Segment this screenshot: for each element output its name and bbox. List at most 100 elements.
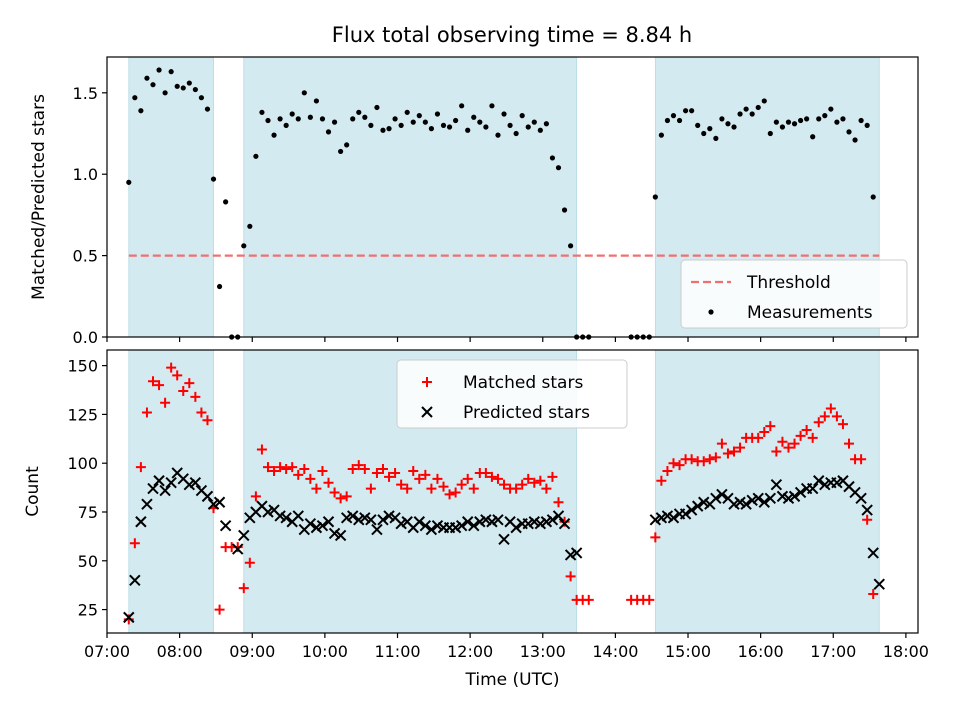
matched-stars-point — [783, 442, 794, 453]
measurement-point — [477, 119, 483, 125]
measurement-point — [537, 127, 543, 133]
predicted-stars-point — [201, 490, 214, 503]
matched-stars-point — [517, 479, 528, 490]
matched-stars-point — [359, 464, 370, 475]
matched-stars-point — [129, 538, 140, 549]
measurement-point — [216, 283, 223, 290]
measurement-point — [810, 134, 816, 140]
matched-stars-point — [668, 458, 679, 469]
matched-stars-point — [154, 380, 165, 391]
predicted-stars-point — [710, 492, 722, 505]
measurement-point — [156, 67, 162, 73]
legend-label: Predicted stars — [463, 403, 590, 423]
matched-stars-point — [844, 438, 855, 449]
x-tick-label: 15:00 — [665, 642, 711, 661]
measurement-point — [392, 116, 398, 122]
count-panel: 25 50 75 100 125 150 07:00 08:00 09:00 10:00 11:00… — [23, 349, 929, 690]
measurement-point — [822, 113, 828, 119]
predicted-stars-point — [788, 490, 801, 503]
matched-stars-point — [135, 462, 146, 473]
measurement-point — [525, 124, 531, 130]
measurement-point — [483, 124, 489, 130]
measurement-point — [204, 106, 211, 112]
y-tick-label: 150 — [67, 357, 98, 376]
measurement-point — [658, 132, 664, 138]
plot-frame — [106, 56, 919, 338]
matched-stars-point — [377, 464, 388, 475]
predicted-stars-point — [740, 498, 752, 510]
y-tick-label: 0.0 — [73, 328, 98, 347]
matched-stars-point — [269, 466, 280, 477]
measurement-point — [459, 103, 465, 109]
predicted-stars-point — [552, 510, 565, 522]
measurement-point — [804, 116, 810, 122]
matched-stars-point — [438, 481, 449, 492]
measurement-point — [325, 129, 332, 135]
measurement-point — [682, 108, 689, 114]
matched-stars-point — [335, 493, 346, 504]
measurement-point — [707, 126, 713, 132]
predicted-stars-point — [292, 510, 304, 522]
matched-stars-point — [729, 446, 740, 457]
matched-stars-point — [196, 407, 207, 418]
matched-stars-point — [293, 469, 304, 480]
matched-stars-point — [565, 571, 576, 582]
matched-stars-point — [722, 448, 733, 459]
y-tick-label: 50 — [78, 552, 98, 571]
predicted-stars-point — [189, 477, 202, 489]
matched-stars-point — [420, 469, 431, 480]
predicted-stars-point — [806, 482, 819, 495]
matched-stars-point — [807, 432, 818, 443]
predicted-stars-point — [123, 611, 135, 624]
matched-stars-point — [535, 475, 546, 486]
measurement-point — [301, 90, 307, 96]
measurement-point — [277, 116, 283, 122]
measurement-point — [797, 117, 804, 124]
measurement-point — [725, 121, 731, 127]
measurement-point — [180, 85, 186, 91]
measurement-point — [289, 111, 295, 117]
y-axis-label: Count — [23, 466, 43, 517]
measurement-point — [241, 243, 247, 249]
measurement-point — [356, 109, 362, 115]
measurement-point — [150, 82, 156, 88]
matched-stars-point — [801, 425, 812, 436]
x-tick-label: 10:00 — [302, 642, 348, 661]
matched-stars-point — [656, 475, 667, 486]
measurement-point — [344, 142, 350, 148]
predicted-stars-point — [129, 574, 141, 587]
matched-stars-point — [141, 407, 152, 418]
measurement-point — [568, 243, 574, 249]
matched-stars-point — [299, 464, 310, 475]
measurement-point — [350, 116, 356, 122]
matched-stars-point — [256, 444, 267, 455]
measurement-point — [870, 194, 876, 200]
matched-stars-point — [753, 432, 764, 443]
predicted-stars-point — [153, 475, 165, 487]
matched-stars-point — [214, 604, 225, 615]
matched-stars-point — [281, 464, 292, 475]
predicted-stars-point — [159, 484, 171, 497]
predicted-stars-point — [238, 529, 250, 542]
measurement-point — [265, 117, 271, 124]
predicted-stars-point — [316, 519, 329, 532]
measurement-point — [422, 119, 428, 125]
measurement-point — [307, 114, 313, 120]
matched-stars-point — [529, 477, 540, 488]
matched-stars-point — [553, 497, 564, 508]
measurement-point — [737, 111, 743, 117]
matched-stars-point — [662, 466, 673, 477]
measurement-point — [283, 122, 289, 128]
matched-stars-point — [365, 483, 376, 494]
measurement-point — [852, 137, 858, 143]
predicted-stars-point — [716, 488, 728, 501]
matched-stars-point — [710, 452, 721, 463]
legend-measurements-swatch — [708, 309, 714, 315]
measurement-point — [531, 119, 537, 125]
matched-stars-point — [402, 483, 413, 494]
matched-stars-point — [238, 583, 249, 594]
measurement-point — [253, 153, 259, 159]
matched-stars-point — [450, 487, 461, 498]
measurement-point — [749, 111, 755, 117]
x-tick-label: 16:00 — [738, 642, 784, 661]
